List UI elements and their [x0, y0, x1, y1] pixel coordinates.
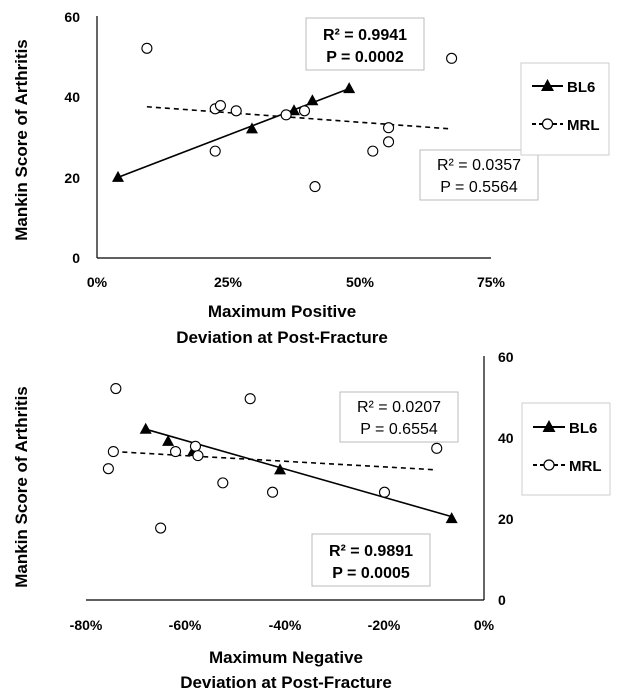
y-tick-label: 20: [498, 511, 514, 527]
y-tick-label: 40: [64, 89, 80, 105]
bl6-data-point: [112, 170, 125, 182]
x-tick-label: 50%: [346, 274, 375, 290]
mrl-data-point: [189, 440, 201, 452]
bl6-data-point: [306, 94, 319, 106]
x-tick-label: 0%: [474, 617, 495, 633]
mrl-data-point: [102, 463, 114, 475]
y-tick-label: 40: [498, 430, 514, 446]
x-axis-title-line-1: Maximum Positive: [208, 302, 356, 321]
bl6-data-point: [445, 512, 458, 524]
mrl-data-point: [107, 446, 119, 458]
legend-bl6-marker: [541, 79, 554, 91]
x-tick-label: -80%: [70, 617, 103, 633]
bl6-data-point: [274, 463, 287, 475]
bl6-stats-box: [311, 533, 431, 587]
y-tick-label: 20: [64, 170, 80, 186]
x-axis-title-line-2: Deviation at Post-Fracture: [180, 673, 392, 692]
mrl-data-point: [298, 105, 311, 117]
mrl-stats-box: [419, 149, 539, 201]
legend-mrl-marker: [541, 118, 554, 130]
mrl-data-point: [378, 486, 391, 498]
legend-mrl-label: MRL: [569, 458, 602, 475]
mrl-data-point: [217, 477, 229, 489]
bl6-stats-box: [305, 17, 425, 71]
mrl-data-point: [367, 145, 379, 157]
y-axis-title: Mankin Score of Arthritis: [12, 386, 31, 588]
mrl-p-label: P = 0.6554: [360, 421, 438, 438]
mrl-data-point: [155, 522, 167, 534]
x-tick-label: -40%: [269, 617, 302, 633]
legend-mrl-label: MRL: [567, 117, 600, 134]
mrl-trend-line: [113, 450, 437, 471]
x-tick-label: -20%: [368, 617, 401, 633]
bl6-data-point: [245, 122, 258, 134]
y-tick-label: 0: [498, 592, 506, 608]
mrl-data-point: [192, 450, 204, 462]
legend-bl6-marker: [542, 420, 556, 432]
legend-bl6-label: BL6: [569, 420, 597, 437]
x-axis-title-line-1: Maximum Negative: [209, 648, 363, 667]
mrl-data-point: [431, 442, 443, 454]
y-tick-label: 0: [72, 250, 80, 266]
bl6-p-label: P = 0.0005: [332, 565, 410, 582]
legend-box: [521, 402, 611, 496]
bl6-r2-label: R² = 0.9941: [323, 27, 407, 44]
bl6-data-point: [343, 82, 356, 94]
mrl-stats-box: [339, 391, 459, 443]
mrl-data-point: [141, 42, 153, 54]
y-tick-label: 60: [64, 9, 80, 25]
mrl-data-point: [446, 52, 458, 64]
bl6-p-label: P = 0.0002: [326, 49, 404, 66]
bl6-data-point: [162, 434, 175, 446]
x-tick-label: 0%: [87, 274, 108, 290]
bl6-data-point: [139, 422, 152, 434]
mrl-r2-label: R² = 0.0357: [437, 157, 521, 174]
chart-negative-deviation: 60 40 20 0 -80% -60% -40% -20% 0% Mankin…: [12, 349, 611, 692]
mrl-data-point: [267, 486, 279, 498]
mrl-r2-label: R² = 0.0207: [357, 399, 441, 416]
legend: BL6 MRL: [521, 402, 611, 496]
mrl-data-point: [280, 109, 292, 121]
x-axis-title-line-2: Deviation at Post-Fracture: [176, 328, 388, 347]
data-points: [112, 42, 458, 193]
chart-positive-deviation: 60 40 20 0 0% 25% 50% 75% Mankin Score o…: [12, 9, 610, 347]
bl6-r2-label: R² = 0.9891: [329, 543, 413, 560]
legend-box: [520, 62, 610, 156]
mrl-data-point: [383, 122, 395, 134]
legend-mrl-marker: [543, 459, 555, 471]
mrl-trend-line: [146, 105, 452, 130]
mrl-data-point: [383, 136, 395, 148]
mrl-data-point: [244, 393, 256, 405]
mrl-data-point: [209, 145, 221, 157]
y-tick-label: 60: [498, 349, 514, 365]
mrl-data-point: [214, 99, 227, 112]
mrl-data-point: [170, 446, 182, 458]
x-tick-label: -60%: [169, 617, 202, 633]
y-axis-title: Mankin Score of Arthritis: [12, 39, 31, 241]
legend-bl6-label: BL6: [567, 79, 595, 96]
mrl-data-point: [110, 382, 122, 395]
mrl-data-point: [309, 181, 321, 193]
mrl-data-point: [230, 105, 242, 117]
x-tick-label: 25%: [214, 274, 243, 290]
data-points: [102, 382, 458, 534]
legend: BL6 MRL: [520, 62, 610, 156]
mrl-p-label: P = 0.5564: [440, 179, 518, 196]
x-tick-label: 75%: [477, 274, 506, 290]
